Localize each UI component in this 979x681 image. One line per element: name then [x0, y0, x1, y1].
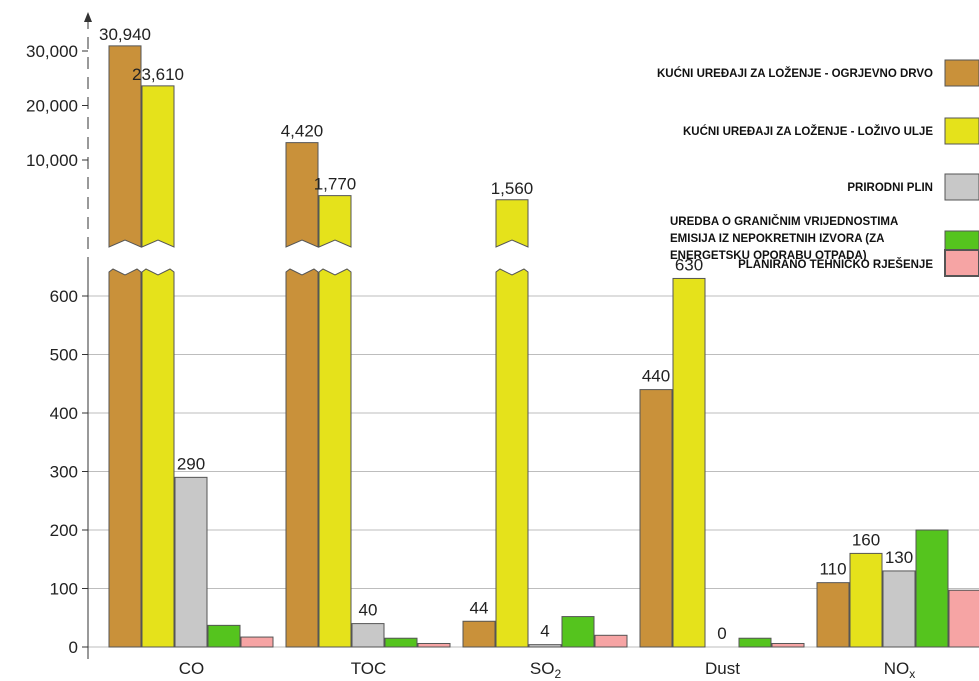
y-tick-label: 600: [50, 287, 78, 306]
legend-label: UREDBA O GRANIČNIM VRIJEDNOSTIMA: [670, 215, 898, 228]
legend: KUĆNI UREĐAJI ZA LOŽENJE - OGRJEVNO DRVO…: [657, 59, 979, 277]
data-label: 0: [717, 624, 726, 643]
legend-label: KUĆNI UREĐAJI ZA LOŽENJE - LOŽIVO ULJE: [683, 125, 933, 138]
data-label: 1,770: [314, 175, 357, 194]
bar-co-series-2-lower: [141, 268, 175, 648]
bar-nox-series-4: [915, 529, 949, 648]
bar-toc-series-2-lower: [318, 268, 352, 648]
bar-nox-series-2: [849, 552, 883, 648]
bar-toc-series-1-lower: [285, 268, 319, 648]
legend-swatch: [944, 249, 979, 277]
data-label: 110: [819, 560, 846, 579]
bar-co-series-4: [207, 624, 241, 648]
category-label: Dust: [705, 659, 740, 678]
legend-swatch: [944, 59, 979, 87]
data-label: 4: [540, 622, 549, 641]
legend-label: EMISIJA IZ NEPOKRETNIH IZVORA (ZA: [670, 233, 884, 245]
bar-so2-series-2-upper: [495, 199, 529, 248]
bar-dust-series-5: [771, 642, 805, 648]
category-label: TOC: [351, 659, 387, 678]
data-label: 160: [852, 530, 880, 549]
data-label: 4,420: [281, 122, 324, 141]
bar-dust-series-2: [672, 277, 706, 648]
y-tick-label: 100: [50, 580, 78, 599]
data-label: 630: [675, 255, 703, 274]
category-label-subscript: x: [909, 667, 915, 681]
bar-co-series-1-upper: [108, 45, 142, 248]
data-label: 23,610: [132, 65, 184, 84]
legend-label: KUĆNI UREĐAJI ZA LOŽENJE - OGRJEVNO DRVO: [657, 67, 933, 80]
y-tick-label: 0: [69, 638, 78, 657]
data-label: 130: [885, 548, 913, 567]
data-label: 44: [470, 598, 489, 617]
bar-nox-series-5: [948, 589, 979, 648]
legend-swatch: [944, 173, 979, 201]
legend-label: ENERGETSKU OPORABU OTPADA): [670, 250, 867, 262]
data-label: 290: [177, 454, 205, 473]
bar-so2-series-1: [462, 620, 496, 648]
category-label: CO: [179, 659, 205, 678]
y-tick-label: 500: [50, 346, 78, 365]
bar-co-series-2-upper: [141, 85, 175, 248]
grid-lines: [88, 295, 979, 648]
bar-so2-series-3: [528, 644, 562, 648]
legend-label: PLANIRANO TEHNIČKO RJEŠENJE: [738, 258, 933, 271]
bar-so2-series-4: [561, 616, 595, 648]
y-tick-label: 10,000: [26, 151, 78, 170]
bar-toc-series-1-upper: [285, 142, 319, 248]
bar-toc-series-5: [417, 642, 451, 648]
category-label: NOx: [884, 659, 916, 681]
bar-nox-series-3: [882, 570, 916, 648]
legend-swatch: [944, 117, 979, 145]
category-labels: CO TOC SO2 Dust NOx: [179, 659, 916, 681]
bars: [108, 45, 979, 648]
data-label: 440: [642, 367, 670, 386]
y-tick-label: 300: [50, 463, 78, 482]
y-axis: 0 100 200 300 400 500 600 10,000 20,000 30,000: [26, 12, 92, 659]
category-label-subscript: 2: [554, 667, 561, 681]
bar-co-series-3: [174, 476, 208, 648]
category-label: SO2: [530, 659, 562, 681]
bar-dust-series-4: [738, 637, 772, 648]
bar-co-series-5: [240, 636, 274, 648]
bar-toc-series-2-upper: [318, 195, 352, 248]
data-label: 40: [359, 601, 378, 620]
y-tick-label: 30,000: [26, 42, 78, 61]
bar-toc-series-4: [384, 637, 418, 648]
bar-so2-series-5: [594, 634, 628, 648]
y-tick-label: 20,000: [26, 97, 78, 116]
data-label: 30,940: [99, 25, 151, 44]
bar-nox-series-1: [816, 582, 850, 648]
y-tick-label: 400: [50, 404, 78, 423]
bar-co-series-1-lower: [108, 268, 142, 648]
legend-label: PRIRODNI PLIN: [847, 182, 933, 194]
data-labels: 30,940 23,610 290 4,420 1,770 40 44 1,560 4 440 63…: [99, 25, 913, 643]
bar-toc-series-3: [351, 623, 385, 648]
data-label: 1,560: [491, 179, 534, 198]
bar-so2-series-2-lower: [495, 268, 529, 648]
y-axis-arrow: [84, 12, 92, 22]
y-tick-label: 200: [50, 521, 78, 540]
bar-dust-series-1: [639, 389, 673, 648]
